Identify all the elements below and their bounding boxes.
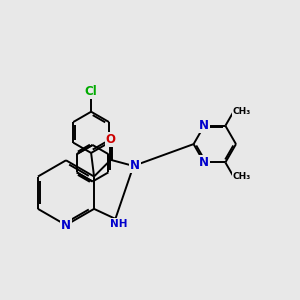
Text: N: N <box>199 156 209 169</box>
Text: O: O <box>106 133 116 146</box>
Text: CH₃: CH₃ <box>232 107 251 116</box>
Text: N: N <box>61 219 71 232</box>
Text: N: N <box>130 159 140 172</box>
Text: CH₃: CH₃ <box>232 172 251 181</box>
Text: N: N <box>199 119 209 132</box>
Text: NH: NH <box>110 219 127 229</box>
Text: Cl: Cl <box>85 85 98 98</box>
